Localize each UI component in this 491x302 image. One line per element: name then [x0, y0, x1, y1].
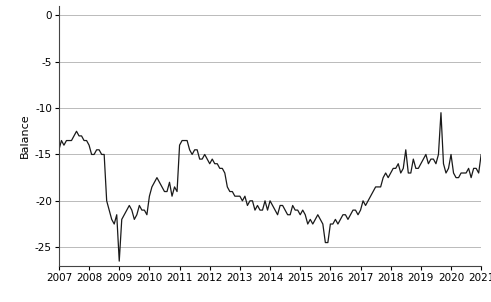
Y-axis label: Balance: Balance [20, 114, 29, 158]
